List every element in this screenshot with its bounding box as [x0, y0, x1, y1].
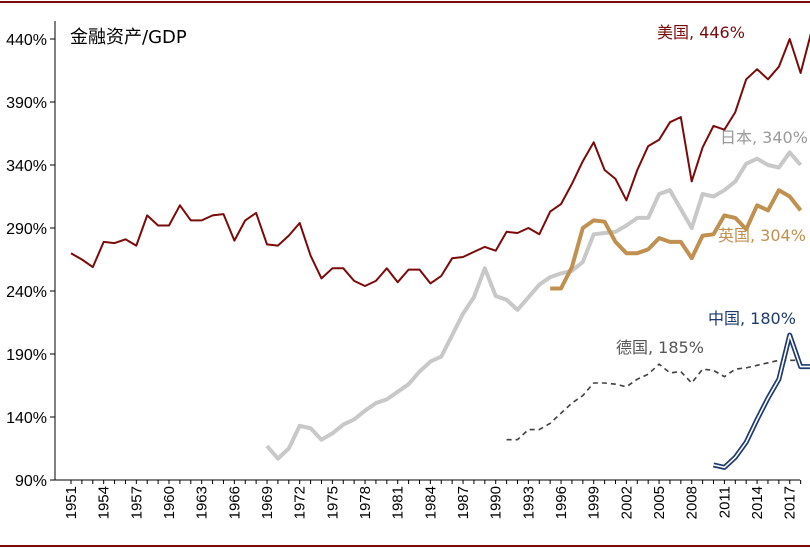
x-tick-label: 1960: [161, 486, 178, 519]
series-label-japan: 日本, 340%: [720, 128, 808, 147]
x-ticks: 1951 1954 1957 1960 1963 1966 1969 1972 1975 1978…: [63, 480, 802, 519]
x-tick-label: 1978: [357, 486, 374, 519]
series-line-德国: [506, 359, 801, 441]
x-tick-label: 1999: [586, 486, 603, 519]
x-tick-label: 2008: [684, 486, 701, 519]
y-tick-label: 190%: [6, 347, 47, 364]
y-tick-label: 290%: [6, 221, 47, 238]
y-tick-label: 140%: [6, 410, 47, 427]
x-tick-label: 1987: [455, 486, 472, 519]
series-line-中国-outer: [712, 332, 810, 470]
x-tick-label: 1990: [488, 486, 505, 519]
series-layer: [70, 33, 810, 470]
x-tick-label: 2005: [651, 486, 668, 519]
x-tick-label: 1981: [390, 486, 407, 519]
x-tick-label: 1972: [292, 486, 309, 519]
x-tick-label: 1951: [63, 486, 80, 519]
x-tick-label: 1993: [520, 486, 537, 519]
chart-title: 金融资产/GDP: [70, 27, 187, 48]
series-label-us: 美国, 446%: [657, 23, 745, 42]
x-tick-label: 1984: [422, 486, 439, 519]
x-tick-label: 1963: [194, 486, 211, 519]
series-label-china: 中国, 180%: [708, 309, 796, 328]
x-tick-label: 1975: [324, 486, 341, 519]
label-layer: 金融资产/GDP 美国, 446% 日本, 340% 英国, 304% 德国, …: [70, 23, 808, 357]
x-tick-label: 1969: [259, 486, 276, 519]
x-tick-label: 2014: [749, 486, 766, 519]
x-tick-label: 1966: [226, 486, 243, 519]
y-tick-label: 90%: [15, 473, 47, 490]
series-line-日本: [265, 150, 803, 461]
y-tick-label: 440%: [6, 32, 47, 49]
y-ticks: 90% 140% 190% 240% 290% 340% 390% 440%: [6, 32, 55, 490]
series-label-uk: 英国, 304%: [718, 226, 806, 245]
axes: [54, 21, 800, 481]
x-tick-label: 1996: [553, 486, 570, 519]
series-line-美国: [70, 33, 810, 287]
x-tick-label: 2002: [618, 486, 635, 519]
x-tick-label: 1957: [128, 486, 145, 519]
series-line-中国-inner: [713, 334, 810, 469]
y-tick-label: 390%: [6, 95, 47, 112]
series-label-germany: 德国, 185%: [616, 338, 704, 357]
y-tick-label: 340%: [6, 158, 47, 175]
series-line-英国: [550, 188, 803, 291]
x-tick-label: 1954: [96, 486, 113, 519]
y-tick-label: 240%: [6, 284, 47, 301]
x-tick-label: 2017: [782, 486, 799, 519]
x-tick-label: 2011: [716, 486, 733, 518]
